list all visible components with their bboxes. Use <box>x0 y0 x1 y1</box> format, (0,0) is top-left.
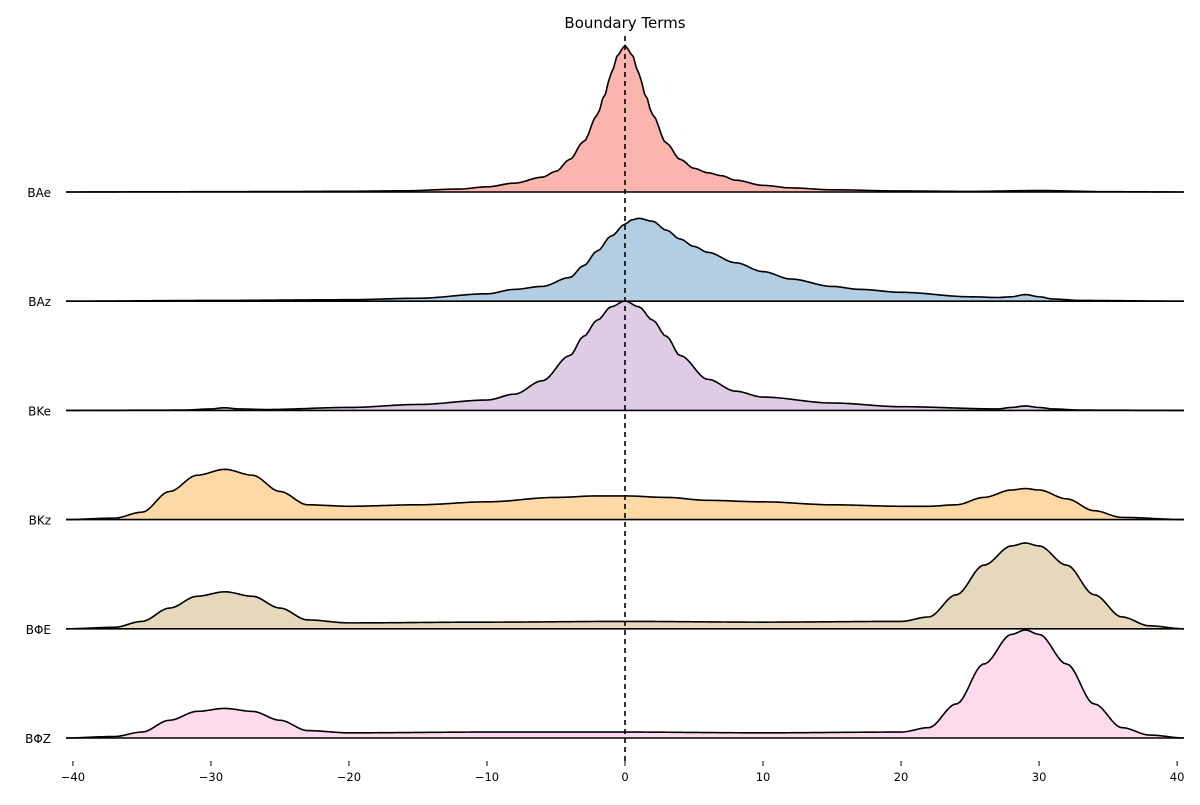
row-label-bke: BKe <box>28 404 51 418</box>
ridge-fill-bkz <box>66 469 1184 520</box>
ridge-fill-baz <box>66 218 1184 302</box>
ridge-fill-be <box>66 542 1184 629</box>
row-label-be: BΦE <box>26 623 51 637</box>
ridges-group: BΦZ BΦE BKz BKe BAz BAe <box>25 44 1185 746</box>
ridge-fill-bz <box>66 629 1184 738</box>
x-tick-label: −30 <box>199 770 223 784</box>
x-tick-label: −40 <box>61 770 85 784</box>
row-label-bz: BΦZ <box>25 732 51 746</box>
chart-title: Boundary Terms <box>564 14 685 32</box>
x-tick-label: 10 <box>756 770 771 784</box>
ridge-line-baz <box>66 217 1184 302</box>
x-tick-label: 30 <box>1032 770 1047 784</box>
row-label-bae: BAe <box>27 186 51 200</box>
x-tick-label: −20 <box>337 770 361 784</box>
row-label-baz: BAz <box>28 295 51 309</box>
x-tick-label: −10 <box>475 770 499 784</box>
row-label-bkz: BKz <box>29 514 51 528</box>
x-axis: −40 −30 −20 −10 0 10 20 30 40 <box>61 761 1185 784</box>
x-tick-label: 40 <box>1170 770 1185 784</box>
x-tick-label: 20 <box>894 770 909 784</box>
x-tick-label: 0 <box>621 770 628 784</box>
